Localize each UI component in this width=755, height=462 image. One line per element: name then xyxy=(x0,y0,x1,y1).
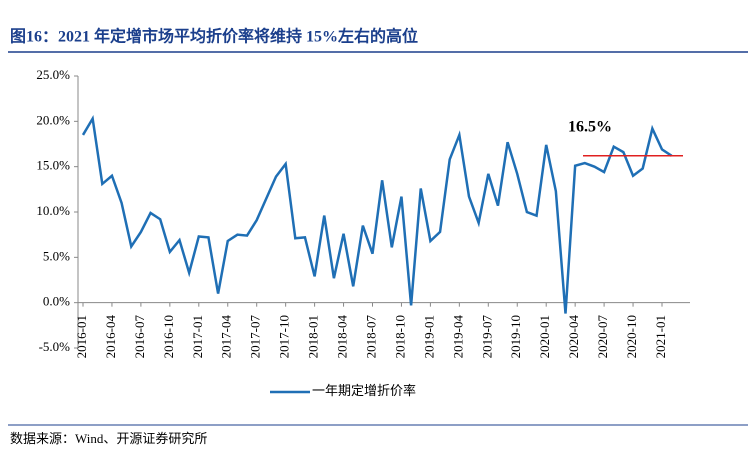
x-tick-label: 2018-10 xyxy=(392,315,407,358)
y-tick-label: 15.0% xyxy=(36,158,70,173)
x-tick-label: 2017-04 xyxy=(219,315,234,359)
x-tick-label: 2016-07 xyxy=(132,315,147,359)
x-tick-label: 2019-04 xyxy=(450,315,465,359)
chart-title: 图16：2021 年定增市场平均折价率将维持 15%左右的高位 xyxy=(10,27,418,46)
x-tick-label: 2016-04 xyxy=(103,315,118,359)
legend-label: 一年期定增折价率 xyxy=(312,383,416,398)
x-tick-label: 2020-10 xyxy=(624,315,639,358)
x-tick-label: 2016-01 xyxy=(74,315,89,358)
x-tick-label: 2018-04 xyxy=(335,315,350,359)
y-tick-label: 25.0% xyxy=(36,67,70,82)
x-tick-label: 2020-04 xyxy=(566,315,581,359)
annotation: 16.5% xyxy=(568,119,612,136)
x-tick-label: 2017-01 xyxy=(190,315,205,358)
x-tick-label: 2016-10 xyxy=(161,315,176,358)
x-tick-label: 2019-07 xyxy=(479,315,494,359)
x-tick-label: 2021-01 xyxy=(653,315,668,358)
x-tick-label: 2019-10 xyxy=(508,315,523,358)
source: 数据来源：Wind、开源证券研究所 xyxy=(10,431,207,446)
x-tick-label: 2020-01 xyxy=(537,315,552,358)
x-tick-label: 2018-01 xyxy=(306,315,321,358)
y-tick-label: 5.0% xyxy=(43,248,70,263)
y-tick-label: 10.0% xyxy=(36,203,70,218)
y-tick-label: -5.0% xyxy=(39,339,71,354)
x-tick-label: 2020-07 xyxy=(595,315,610,359)
x-tick-label: 2017-07 xyxy=(248,315,263,359)
x-tick-label: 2019-01 xyxy=(421,315,436,358)
x-tick-label: 2018-07 xyxy=(363,315,378,359)
y-tick-label: 20.0% xyxy=(36,112,70,127)
line-series xyxy=(81,114,673,314)
y-tick-label: 0.0% xyxy=(43,294,70,309)
x-tick-label: 2017-10 xyxy=(277,315,292,358)
